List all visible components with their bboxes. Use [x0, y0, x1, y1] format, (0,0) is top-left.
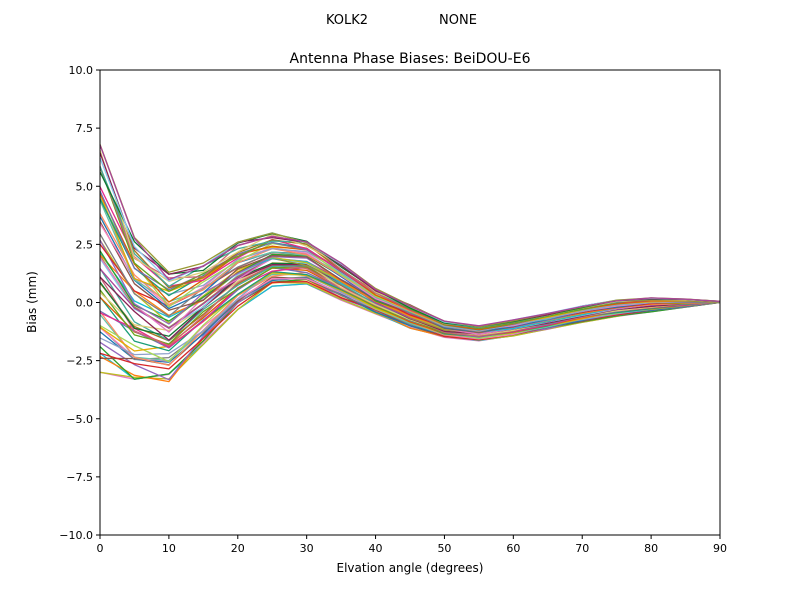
y-tick-label: 10.0: [69, 64, 94, 77]
station-label: KOLK2: [326, 13, 368, 28]
none-label: NONE: [439, 13, 477, 28]
x-axis-label: Elvation angle (degrees): [337, 561, 484, 575]
x-tick-label: 70: [575, 542, 589, 555]
y-tick-label: 5.0: [76, 180, 94, 193]
x-tick-label: 20: [231, 542, 245, 555]
x-tick-label: 0: [97, 542, 104, 555]
bias-curve: [99, 144, 721, 327]
chart-title: Antenna Phase Biases: BeiDOU-E6: [290, 51, 531, 67]
x-tick-label: 80: [644, 542, 658, 555]
x-tick-label: 30: [300, 542, 314, 555]
y-tick-label: −2.5: [66, 355, 93, 368]
y-tick-label: −5.0: [66, 413, 93, 426]
axis-ticks: 0 10 20 30 40 50 60 70 80 90 −10.0 −7.5 −5.0 −2.5 0.0 2…: [59, 64, 727, 555]
x-tick-label: 90: [713, 542, 727, 555]
y-tick-label: 7.5: [76, 122, 94, 135]
bias-curve: [99, 144, 721, 328]
y-tick-label: −10.0: [59, 529, 93, 542]
y-tick-label: 2.5: [76, 238, 94, 251]
x-tick-label: 60: [506, 542, 520, 555]
y-tick-label: 0.0: [76, 297, 94, 310]
x-tick-label: 50: [437, 542, 451, 555]
series-lines: [99, 144, 721, 383]
x-tick-label: 10: [162, 542, 176, 555]
y-tick-label: −7.5: [66, 471, 93, 484]
y-axis-label: Bias (mm): [25, 271, 39, 333]
x-tick-label: 40: [369, 542, 383, 555]
